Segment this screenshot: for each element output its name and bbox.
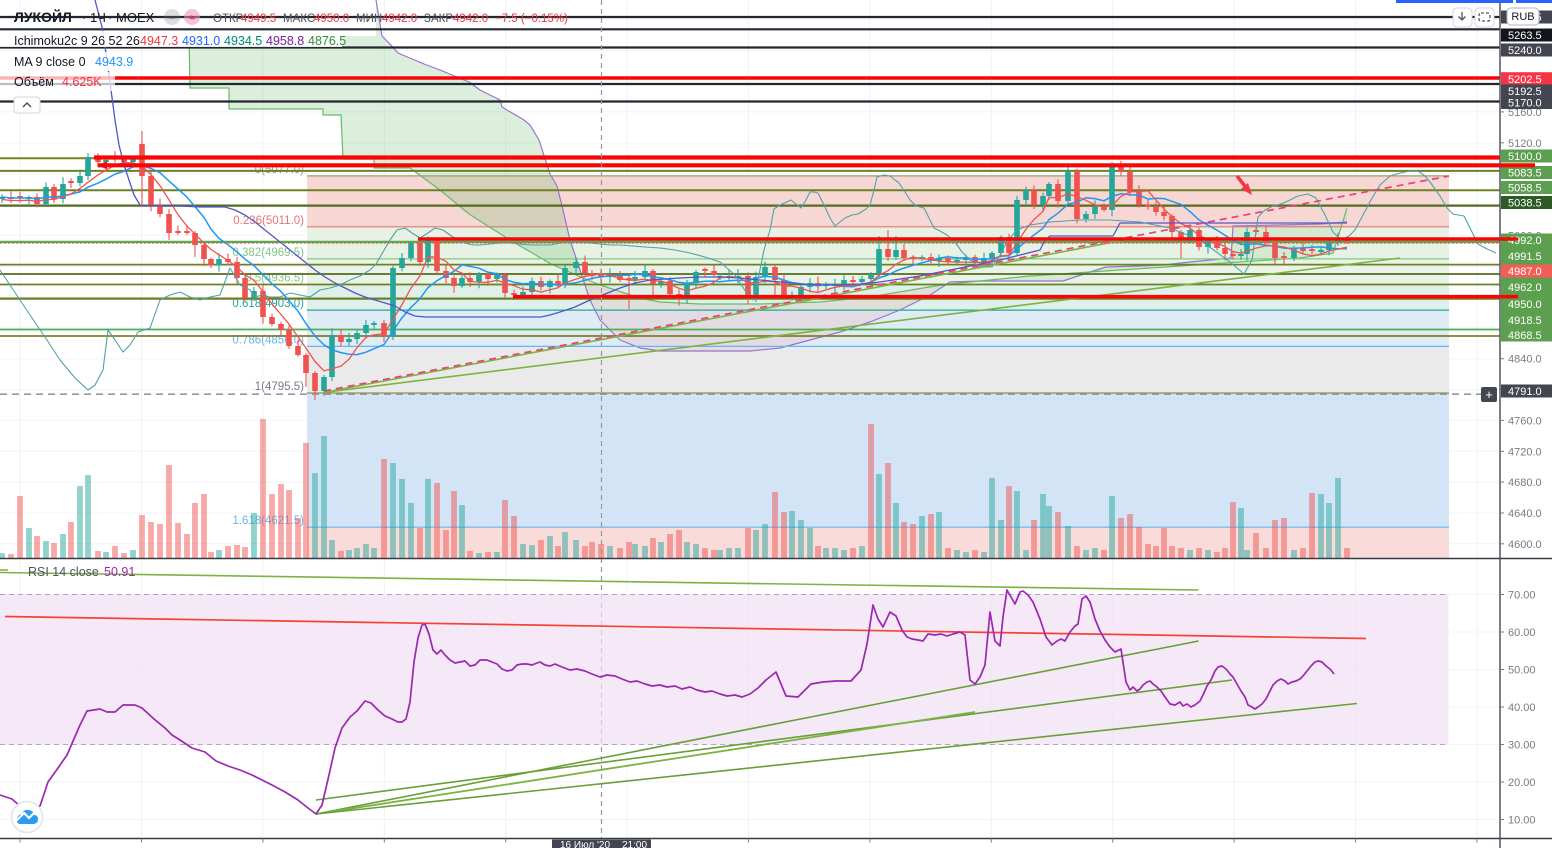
svg-text:60.00: 60.00: [1508, 627, 1536, 639]
svg-text:MA 9 close 0: MA 9 close 0: [14, 55, 86, 69]
svg-text:4791.0: 4791.0: [1508, 386, 1542, 398]
svg-text:4840.0: 4840.0: [1508, 354, 1542, 366]
svg-text:4934.5: 4934.5: [224, 34, 262, 48]
svg-text:4949.5: 4949.5: [241, 13, 276, 25]
svg-text:RSI 14 close: RSI 14 close: [28, 565, 99, 579]
svg-text:Ichimoku2c 9 26 52 26: Ichimoku2c 9 26 52 26: [14, 34, 140, 48]
svg-text:+: +: [1485, 387, 1493, 402]
svg-text:4918.5: 4918.5: [1508, 315, 1542, 327]
svg-text:ЗАКР: ЗАКР: [424, 13, 453, 25]
svg-text:0.236(5011.0): 0.236(5011.0): [233, 215, 304, 227]
svg-text:RUB: RUB: [1511, 11, 1534, 23]
svg-text:30.00: 30.00: [1508, 740, 1536, 752]
svg-text:4942.0: 4942.0: [453, 13, 488, 25]
svg-text:5160.0: 5160.0: [1508, 107, 1542, 119]
svg-text:5038.5: 5038.5: [1508, 198, 1542, 210]
svg-text:4992.0: 4992.0: [1508, 235, 1542, 247]
svg-text:0.618(4903.0): 0.618(4903.0): [232, 298, 304, 310]
svg-text:5100.0: 5100.0: [1508, 151, 1542, 163]
svg-text:16 Июл '20: 16 Июл '20: [560, 840, 610, 848]
svg-text:4991.5: 4991.5: [1508, 251, 1542, 263]
svg-text:70.00: 70.00: [1508, 590, 1536, 602]
svg-text:5202.5: 5202.5: [1508, 74, 1542, 86]
svg-text:4950.0: 4950.0: [1508, 299, 1542, 311]
svg-text:50.91: 50.91: [104, 565, 135, 579]
svg-text:4958.8: 4958.8: [266, 34, 304, 48]
svg-text:0.382(4969.5): 0.382(4969.5): [232, 247, 304, 259]
svg-text:ЛУКОЙЛ: ЛУКОЙЛ: [14, 8, 72, 25]
svg-text:1.618(4621.5): 1.618(4621.5): [232, 515, 304, 527]
svg-text:4868.5: 4868.5: [1508, 330, 1542, 342]
svg-text:21:00: 21:00: [622, 840, 647, 848]
svg-text:·: ·: [82, 10, 86, 25]
svg-text:MOEX: MOEX: [116, 10, 155, 25]
svg-text:4947.3: 4947.3: [140, 34, 178, 48]
svg-text:Объём: Объём: [14, 75, 54, 89]
svg-text:1Ч: 1Ч: [90, 10, 106, 25]
svg-text:4760.0: 4760.0: [1508, 415, 1542, 427]
svg-text:МИН: МИН: [356, 13, 382, 25]
svg-text:4600.0: 4600.0: [1508, 539, 1542, 551]
svg-text:5120.0: 5120.0: [1508, 138, 1542, 150]
svg-text:–: –: [169, 12, 176, 24]
svg-text:ОТКР: ОТКР: [213, 13, 244, 25]
svg-text:4962.0: 4962.0: [1508, 282, 1542, 294]
svg-text:4931.0: 4931.0: [182, 34, 220, 48]
svg-text:·: ·: [108, 10, 112, 25]
svg-text:5170.0: 5170.0: [1508, 98, 1542, 110]
svg-text:4987.0: 4987.0: [1508, 266, 1542, 278]
svg-text:20.00: 20.00: [1508, 777, 1536, 789]
svg-text:−7.5 (−0.15%): −7.5 (−0.15%): [495, 13, 568, 25]
svg-text:≈: ≈: [189, 12, 195, 24]
svg-text:4943.9: 4943.9: [95, 55, 133, 69]
svg-text:4.625K: 4.625K: [62, 75, 102, 89]
svg-text:4876.5: 4876.5: [308, 34, 346, 48]
svg-text:50.00: 50.00: [1508, 665, 1536, 677]
svg-text:4950.0: 4950.0: [314, 13, 349, 25]
svg-text:5083.5: 5083.5: [1508, 168, 1542, 180]
svg-text:40.00: 40.00: [1508, 702, 1536, 714]
svg-text:МАКС: МАКС: [283, 13, 315, 25]
svg-text:4942.0: 4942.0: [382, 13, 417, 25]
svg-text:5058.5: 5058.5: [1508, 183, 1542, 195]
svg-text:4640.0: 4640.0: [1508, 508, 1542, 520]
svg-text:5240.0: 5240.0: [1508, 45, 1542, 57]
svg-text:0.5(4936.5): 0.5(4936.5): [245, 272, 304, 284]
svg-text:5263.5: 5263.5: [1508, 30, 1542, 42]
svg-text:1(4795.5): 1(4795.5): [255, 381, 304, 393]
svg-text:4680.0: 4680.0: [1508, 477, 1542, 489]
svg-text:10.00: 10.00: [1508, 815, 1536, 827]
svg-text:5192.5: 5192.5: [1508, 86, 1542, 98]
svg-text:4720.0: 4720.0: [1508, 446, 1542, 458]
